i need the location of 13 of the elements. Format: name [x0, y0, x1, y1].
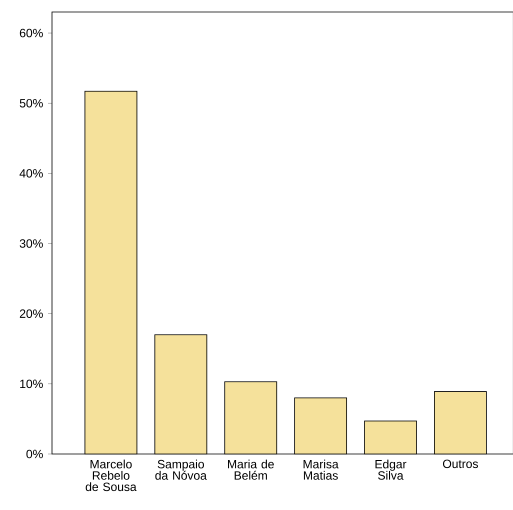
y-tick-label: 50%	[20, 98, 43, 108]
y-tick-label: 0%	[26, 450, 43, 458]
x-tick-label: Outros	[442, 460, 478, 468]
y-tick-label: 10%	[20, 380, 43, 388]
y-tick-label: 30%	[20, 239, 43, 248]
x-tick-label: Sampaio da Nóvoa	[155, 460, 207, 480]
y-tick-label: 60%	[20, 28, 43, 38]
x-tick-label: Maria de Belém	[228, 460, 274, 480]
y-tick-label: 40%	[20, 169, 43, 178]
x-tick-label: Edgar Silva	[375, 460, 406, 480]
x-tick-label: Marisa Matias	[304, 460, 339, 480]
y-tick-label: 20%	[20, 309, 43, 318]
x-tick-label: Marcelo Rebelo de Sousa	[86, 460, 137, 492]
